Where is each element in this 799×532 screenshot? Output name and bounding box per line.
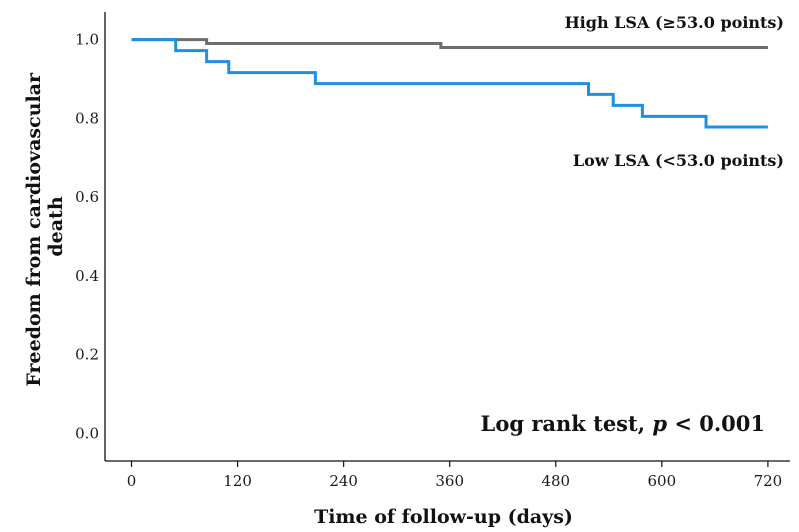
y-axis-ticks: 0.0 0.2 0.4 0.6 0.8 1.0 (75, 31, 99, 443)
y-axis-title: Freedom from cardiovascular death (23, 66, 67, 386)
x-tick-label: 600 (648, 472, 677, 490)
log-rank-annotation: Log rank test, p < 0.001 (481, 411, 765, 436)
x-axis-title: Time of follow-up (days) (314, 506, 573, 528)
y-tick-label: 0.8 (75, 109, 99, 127)
y-tick-label: 1.0 (75, 31, 99, 49)
x-tick-label: 360 (435, 472, 464, 490)
annotation-prefix: Log rank test, (481, 411, 653, 436)
high-lsa-curve (131, 38, 768, 49)
survival-curves (131, 38, 768, 129)
x-tick-label: 480 (541, 472, 570, 490)
x-tick-label: 720 (754, 472, 783, 490)
annotation-p: p (652, 411, 667, 436)
x-tick-label: 120 (223, 472, 252, 490)
x-tick-label: 0 (127, 472, 137, 490)
x-axis-ticks: 0 120 240 360 480 600 720 (127, 461, 782, 490)
y-tick-label: 0.2 (75, 346, 99, 364)
annotation-suffix: < 0.001 (667, 411, 765, 436)
y-tick-label: 0.4 (75, 267, 99, 285)
y-axis-title-line-2: death (45, 196, 67, 256)
y-axis-title-line-1: Freedom from cardiovascular (23, 72, 45, 387)
series-label-high-lsa: High LSA (≥53.0 points) (565, 13, 784, 32)
series-label-low-lsa: Low LSA (<53.0 points) (573, 151, 784, 170)
y-tick-label: 0.0 (75, 424, 99, 442)
x-tick-label: 240 (329, 472, 358, 490)
low-lsa-curve (131, 38, 768, 129)
y-tick-label: 0.6 (75, 188, 99, 206)
